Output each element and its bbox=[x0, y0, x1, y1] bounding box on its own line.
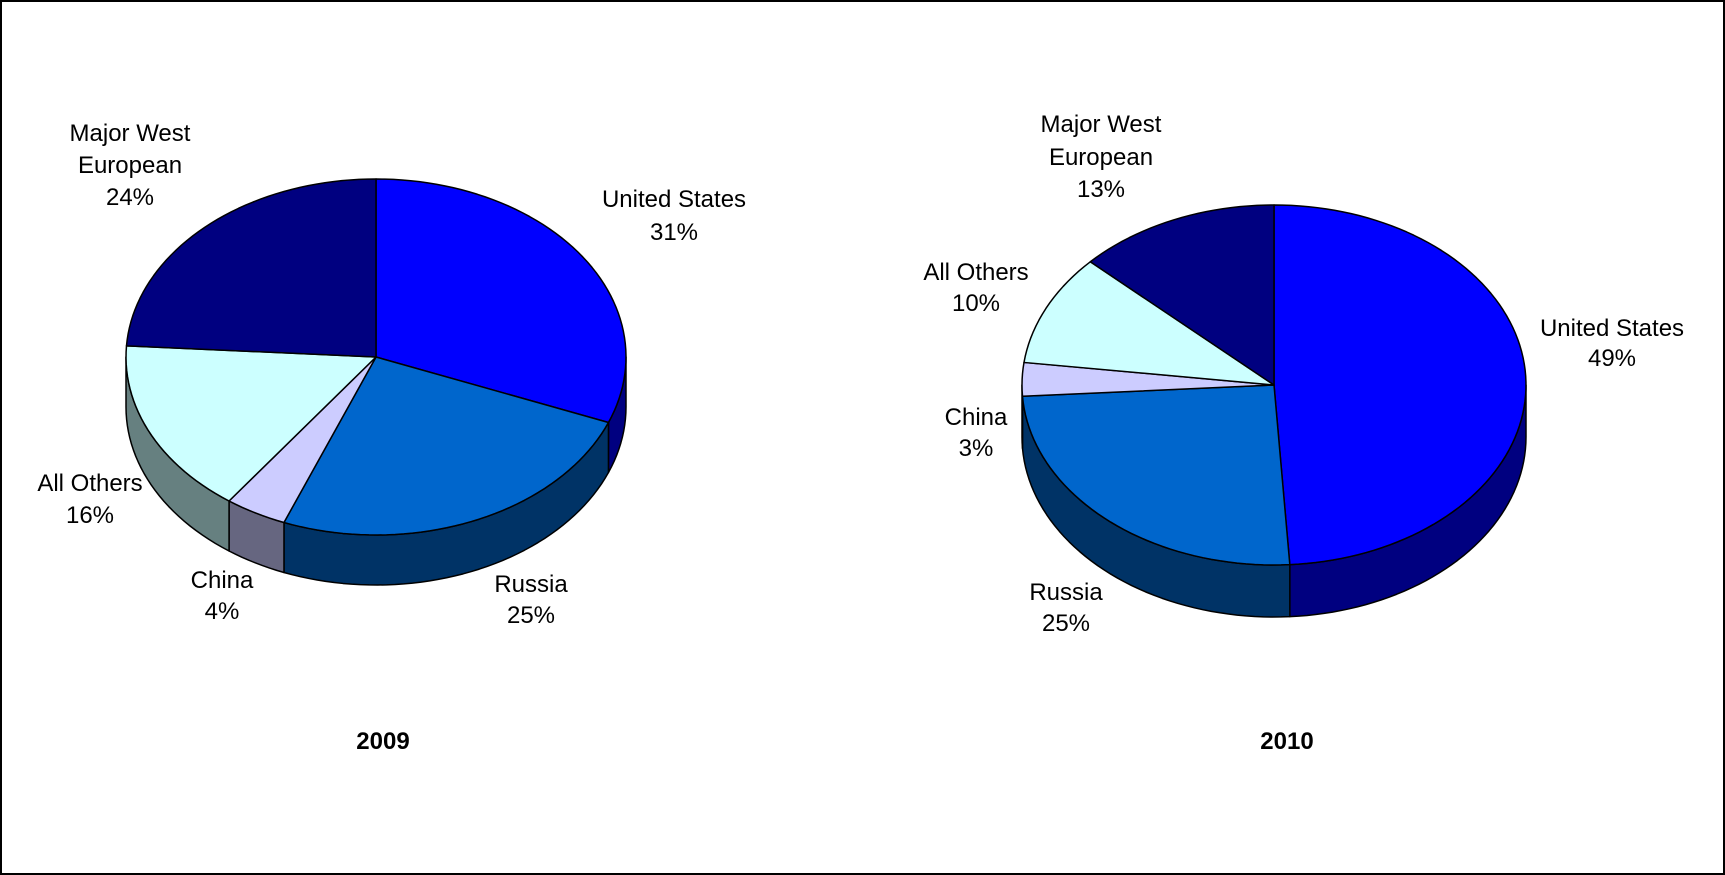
pie-slice-russia bbox=[1021, 384, 1291, 566]
pie-chart-2010: United States 49% Russia 25% China 3% All Othe… bbox=[923, 111, 1684, 755]
slice-label-russia: Russia 25% bbox=[1029, 579, 1103, 637]
slice-label-major-west-european: Major West European 13% bbox=[1041, 111, 1162, 203]
slice-label-china: China 4% bbox=[191, 567, 254, 625]
pie-slice-united-states bbox=[375, 178, 627, 424]
slice-label-united-states: United States 49% bbox=[1540, 315, 1684, 372]
pie-slice-united-states bbox=[1273, 204, 1527, 566]
slice-label-all-others: All Others 10% bbox=[923, 259, 1028, 317]
slice-label-all-others: All Others 16% bbox=[37, 470, 142, 529]
slice-label-china: China 3% bbox=[945, 404, 1008, 462]
pie-slice-russia bbox=[283, 356, 610, 536]
year-label: 2010 bbox=[1260, 728, 1313, 755]
pie-slice-all-others bbox=[125, 345, 377, 502]
year-label: 2009 bbox=[356, 728, 409, 755]
pie-slice-china bbox=[1021, 361, 1275, 398]
pie-slice-major-west-european bbox=[125, 178, 377, 358]
slice-label-russia: Russia 25% bbox=[494, 571, 568, 629]
pie-slice-all-others bbox=[1023, 261, 1275, 386]
pie-slice-china bbox=[228, 356, 377, 524]
pie-chart-2009: United States 31% Russia 25% China 4% All Othe… bbox=[37, 120, 746, 755]
slice-label-major-west-european: Major West European 24% bbox=[70, 120, 191, 211]
slice-label-united-states: United States 31% bbox=[602, 186, 746, 246]
pie-slice-major-west-european bbox=[1089, 204, 1275, 386]
